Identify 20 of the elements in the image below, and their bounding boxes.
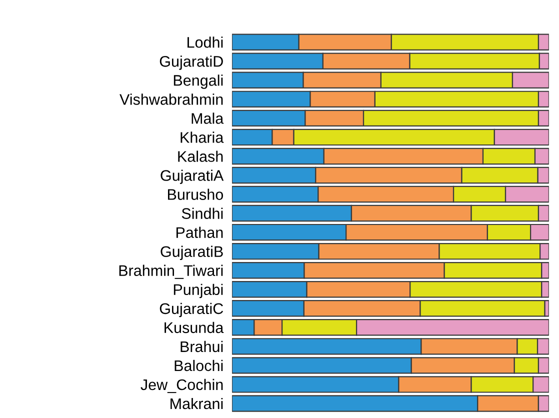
y-tick-label: Bengali: [174, 74, 223, 89]
y-tick-label: Sindhi: [182, 208, 223, 219]
y-tick-label: Balochi: [174, 360, 223, 372]
y-tick-label: Jew_Cochin: [140, 378, 223, 394]
y-tick-label: GujaratiA: [160, 170, 224, 184]
y-tick-label: Pathan: [176, 226, 223, 238]
y-tick-label: Punjabi: [174, 284, 223, 298]
y-tick-label: GujaratiC: [160, 302, 224, 318]
y-tick-label: Mala: [192, 112, 224, 124]
y-tick-label: GujaratiD: [160, 56, 223, 70]
y-tick-label: Kharia: [180, 132, 224, 143]
y-tick-label: Vishwabrahmin: [120, 94, 223, 105]
y-tick-label: Kusunda: [164, 322, 224, 334]
y-tick-label: Makrani: [170, 398, 223, 410]
y-tick-label: Brahui: [180, 340, 223, 352]
y-tick-label: Lodhi: [188, 36, 223, 48]
y-tick-label: GujaratiB: [160, 246, 223, 260]
y-tick-label: Kalash: [178, 150, 223, 162]
y-tick-label: Burusho: [168, 188, 224, 200]
y-tick-label: Brahmin_Tiwari: [119, 264, 223, 279]
